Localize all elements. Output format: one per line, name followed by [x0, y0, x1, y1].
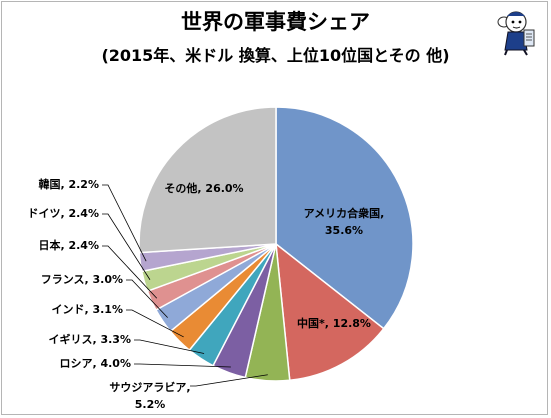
data-label-10: 韓国, 2.2%	[38, 177, 99, 191]
data-label-9: ドイツ, 2.4%	[27, 207, 99, 220]
data-label-2: 中国*, 12.8%	[297, 316, 371, 330]
data-label-11: その他, 26.0%	[164, 181, 243, 195]
data-label-7: フランス, 3.0%	[41, 273, 123, 286]
leader-line-10	[102, 184, 147, 262]
leader-line-9	[102, 213, 151, 280]
leader-line-6	[126, 309, 184, 338]
pie-slice-11	[138, 106, 277, 254]
leader-line-7	[126, 279, 168, 318]
leader-line-4	[134, 363, 231, 368]
leader-line-5	[134, 339, 205, 354]
chart-subtitle: (2015年、米ドル 換算、上位10位国とその 他)	[101, 46, 450, 65]
data-label-5: イギリス, 3.3%	[48, 332, 131, 346]
leader-lines	[102, 184, 268, 387]
data-label-1: アメリカ合衆国, 35.6%	[304, 206, 385, 237]
data-labels: アメリカ合衆国, 35.6% 中国*, 12.8% サウジアラビア, 5.2% ロシア, …	[27, 177, 384, 411]
leader-line-8	[102, 245, 158, 299]
chart-title: 世界の軍事費シェア	[181, 10, 370, 34]
pie-slice-2	[275, 242, 385, 382]
pie-slice-1	[275, 106, 414, 330]
leader-line-3	[190, 374, 268, 387]
pie-slices	[138, 106, 414, 382]
data-label-3: サウジアラビア, 5.2%	[109, 380, 190, 411]
data-label-4: ロシア, 4.0%	[59, 357, 131, 370]
data-label-6: インド, 3.1%	[51, 303, 123, 316]
mascot-logo	[497, 11, 535, 56]
data-label-8: 日本, 2.4%	[38, 238, 99, 252]
